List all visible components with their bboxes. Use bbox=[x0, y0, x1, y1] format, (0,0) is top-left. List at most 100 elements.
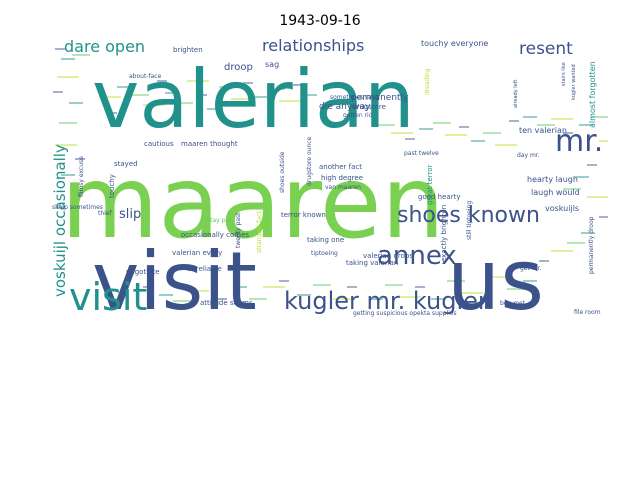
filler-word-mark bbox=[75, 158, 85, 160]
filler-word-mark bbox=[59, 122, 77, 124]
cloud-word: sleep sometimes bbox=[52, 204, 103, 211]
filler-word-mark bbox=[507, 288, 525, 290]
cloud-word: twenty past bbox=[235, 212, 242, 248]
filler-word-mark bbox=[523, 280, 537, 282]
filler-word-mark bbox=[219, 86, 237, 88]
cloud-word: high degree bbox=[321, 174, 363, 182]
filler-word-mark bbox=[159, 294, 173, 296]
cloud-word: still tiptoeing bbox=[466, 201, 473, 240]
cloud-word: good hearty bbox=[418, 193, 460, 201]
cloud-word: stay put bbox=[207, 217, 232, 224]
cloud-word: get mr. bbox=[520, 265, 542, 272]
filler-word-mark bbox=[461, 292, 483, 294]
cloud-word: flimsy excuse bbox=[78, 156, 85, 197]
filler-word-mark bbox=[72, 54, 90, 56]
filler-word-mark bbox=[551, 118, 573, 120]
filler-word-mark bbox=[243, 82, 253, 84]
filler-word-mark bbox=[495, 144, 517, 146]
cloud-word: voskuijl occasionally bbox=[51, 144, 69, 297]
filler-word-mark bbox=[53, 91, 63, 93]
filler-word-mark bbox=[165, 92, 179, 94]
cloud-word: getting suspicious opekta supplies bbox=[353, 310, 457, 317]
filler-word-mark bbox=[197, 94, 207, 96]
cloud-word: cautious bbox=[144, 140, 174, 148]
cloud-word: maaren bbox=[61, 144, 445, 261]
cloud-word: stayed bbox=[114, 160, 138, 168]
filler-word-mark bbox=[217, 298, 227, 300]
cloud-word: attitude seems bbox=[200, 299, 253, 307]
filler-word-mark bbox=[347, 286, 357, 288]
cloud-word: resent bbox=[519, 39, 573, 59]
filler-word-mark bbox=[433, 122, 451, 124]
cloud-word: great terror bbox=[426, 164, 434, 205]
filler-word-mark bbox=[207, 108, 221, 110]
filler-word-mark bbox=[131, 94, 149, 96]
filler-word-mark bbox=[581, 232, 595, 234]
cloud-word: gotten rid bbox=[343, 112, 373, 119]
filler-word-mark bbox=[405, 138, 415, 140]
filler-word-mark bbox=[459, 126, 469, 128]
cloud-word: touchy everyone bbox=[421, 39, 488, 48]
cloud-word: almost forgotten bbox=[588, 61, 597, 128]
cloud-word: thief bbox=[98, 210, 113, 217]
filler-word-mark bbox=[267, 88, 285, 90]
cloud-word: dare open bbox=[64, 37, 145, 56]
filler-word-mark bbox=[57, 76, 79, 78]
cloud-word: unreliable bbox=[187, 265, 222, 273]
cloud-word: visit bbox=[69, 275, 147, 319]
cloud-word: valerian bbox=[92, 53, 415, 146]
filler-word-mark bbox=[55, 144, 77, 146]
cloud-word: sag bbox=[265, 60, 279, 69]
cloud-word: permanently bbox=[351, 93, 409, 103]
cloud-word: relationships bbox=[262, 36, 364, 55]
filler-word-mark bbox=[419, 128, 433, 130]
filler-word-mark bbox=[575, 176, 589, 178]
filler-word-mark bbox=[61, 58, 75, 60]
filler-word-mark bbox=[591, 116, 608, 118]
cloud-word: valerian drops bbox=[363, 252, 413, 260]
filler-word-mark bbox=[313, 284, 331, 286]
cloud-word: van maaren bbox=[325, 184, 361, 191]
filler-word-mark bbox=[563, 132, 573, 134]
filler-word-mark bbox=[61, 174, 75, 176]
filler-word-mark bbox=[523, 116, 537, 118]
filler-word-mark bbox=[187, 290, 209, 292]
cloud-word: hearty laugh bbox=[527, 175, 578, 184]
cloud-word: die anyway bbox=[319, 102, 371, 112]
filler-word-mark bbox=[599, 216, 608, 218]
filler-word-mark bbox=[567, 242, 585, 244]
filler-word-mark bbox=[491, 276, 513, 278]
cloud-word: file room bbox=[574, 309, 601, 316]
filler-word-mark bbox=[293, 84, 303, 86]
cloud-word: another fact bbox=[319, 163, 362, 171]
cloud-word: taking one bbox=[307, 236, 344, 244]
cloud-word: mr. bbox=[555, 124, 603, 159]
filler-word-mark bbox=[99, 96, 121, 98]
filler-word-mark bbox=[587, 196, 608, 198]
cloud-word: laugh would bbox=[531, 188, 580, 197]
filler-word-mark bbox=[279, 280, 289, 282]
filler-word-mark bbox=[369, 298, 383, 300]
filler-word-mark bbox=[509, 120, 519, 122]
cloud-word: us bbox=[447, 231, 544, 319]
filler-word-mark bbox=[391, 132, 413, 134]
filler-word-mark bbox=[303, 94, 317, 96]
cloud-word: terror known bbox=[281, 211, 326, 219]
filler-word-mark bbox=[297, 294, 311, 296]
cloud-word: exactly brighten bbox=[440, 205, 448, 262]
cloud-word: about-face bbox=[129, 73, 162, 80]
cloud-word: taking valerian bbox=[346, 259, 398, 267]
cloud-word: shoes outside bbox=[279, 151, 286, 193]
filler-word-mark bbox=[537, 124, 555, 126]
cloud-word: brighten bbox=[173, 46, 203, 54]
filler-word-mark bbox=[249, 298, 267, 300]
filler-word-mark bbox=[117, 86, 131, 88]
cloud-word: voskuijls bbox=[545, 204, 579, 213]
cloud-word: kugler mr. kugler bbox=[284, 287, 488, 315]
cloud-word: ten valerian bbox=[519, 126, 567, 135]
filler-word-mark bbox=[175, 102, 193, 104]
chart-title: 1943-09-16 bbox=[279, 13, 361, 29]
cloud-word: past twelve bbox=[404, 150, 439, 157]
filler-word-mark bbox=[83, 186, 101, 188]
